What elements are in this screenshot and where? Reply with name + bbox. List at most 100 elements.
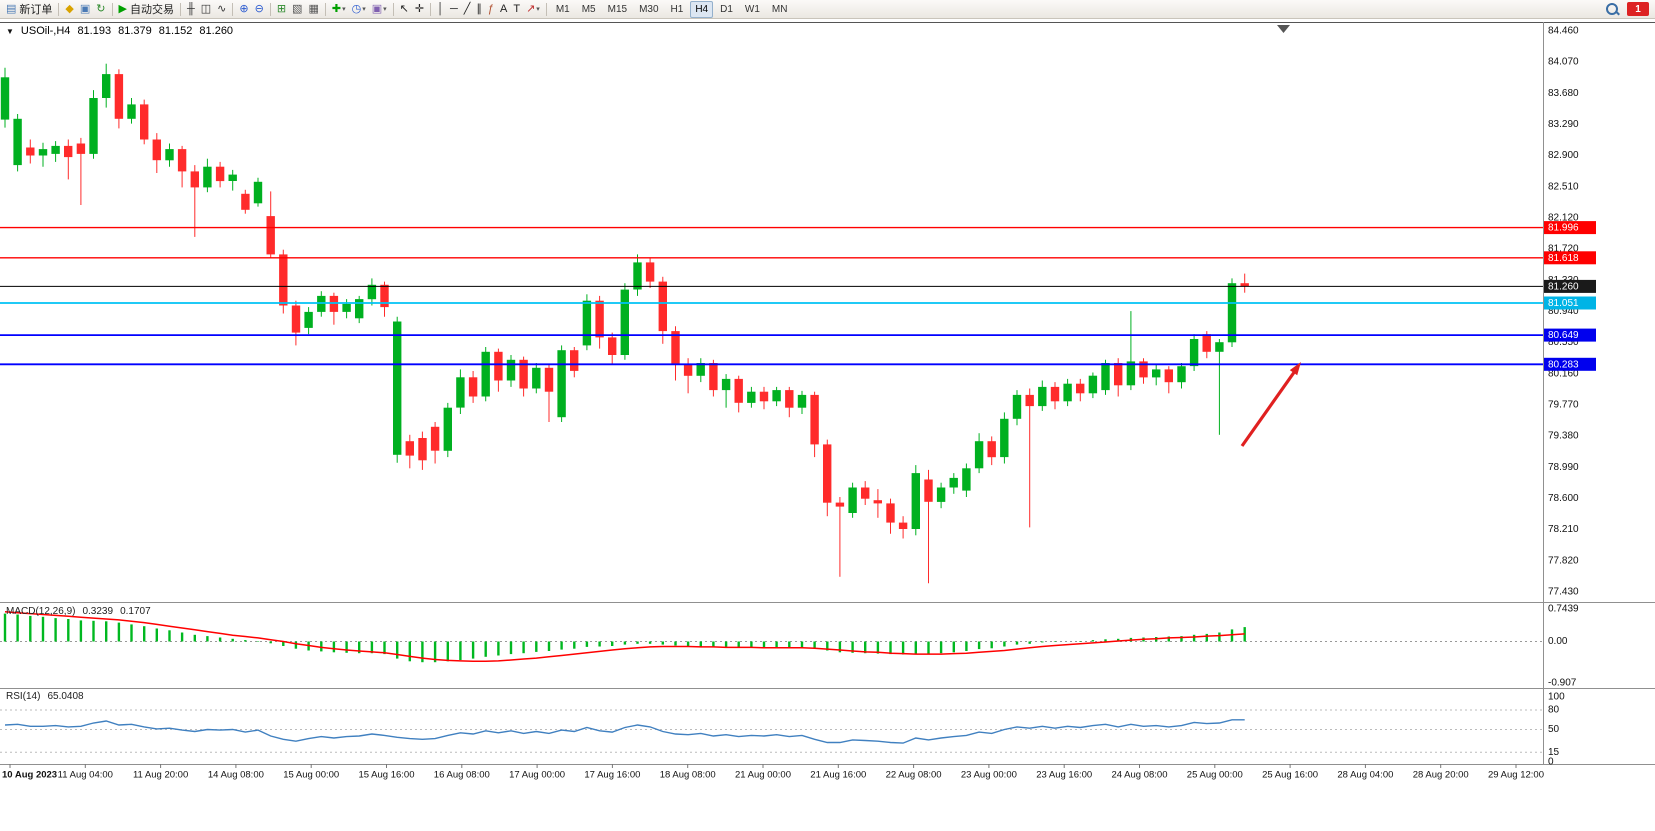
support-line-blue-lower-tag [1544,357,1596,371]
candle [152,133,161,173]
timeframe-mn-button[interactable]: MN [771,3,788,15]
chart-snapshot-button[interactable]: ▣ ▾ [370,1,389,17]
candle-body [13,118,22,166]
candle [253,177,263,207]
chart-shift-marker[interactable] [1277,25,1290,33]
macd-panel[interactable] [0,602,1543,688]
new-order-button-label: 新订单 [19,4,53,16]
cascade-windows-button[interactable]: ▧ [290,1,304,17]
auto-trading-button[interactable]: ▶ 自动交易 [117,1,176,17]
crosshair-icon: ✛ [414,3,425,15]
timeframe-d1-button[interactable]: D1 [720,3,733,15]
cursor-button[interactable]: ↖ [398,1,411,17]
price-tick-label: 78.990 [1548,462,1579,473]
time-axis[interactable] [0,764,1655,784]
candle [532,363,541,394]
period-button[interactable]: ◷ ▾ [350,1,368,17]
candle-body [418,438,427,461]
candle [620,283,629,360]
candle-body [582,300,592,346]
rsi-panel[interactable] [0,688,1543,764]
arrows-button[interactable]: ↗ ▾ [524,1,542,17]
candle [215,161,225,188]
trend-arrow-line[interactable] [1240,370,1297,447]
candle [595,295,604,349]
price-tick-label: 79.380 [1548,431,1579,442]
candlestick-chart-button[interactable]: ◫ [199,1,213,17]
candle-body [140,104,149,140]
candle-body [468,377,478,397]
timeframe-m5-button[interactable]: M5 [581,3,596,15]
price-tick-label: 77.430 [1548,587,1579,598]
candle-body [1101,363,1110,391]
support-line-cyan-tag-label: 81.051 [1548,298,1579,309]
candle-body [291,305,301,333]
toolbar-separator [545,2,547,16]
line-chart-button[interactable]: ∿ [215,1,228,17]
candle [658,276,667,344]
rsi-value: 65.0408 [47,691,84,702]
price-tick-label: 79.770 [1548,400,1579,411]
vertical-line-button[interactable]: │ [435,1,446,17]
candle [355,295,364,324]
candle [1240,273,1249,293]
crosshair-button[interactable]: ✛ [413,1,426,17]
price-scale[interactable] [1543,22,1655,764]
search-icon [1606,3,1618,15]
timeframe-w1-button[interactable]: W1 [744,3,760,15]
timeframe-h4-button[interactable]: H4 [690,0,714,18]
bar-chart-button[interactable]: ╫ [185,1,197,17]
notification-badge[interactable]: 1 [1627,2,1649,16]
timeframe-h1-button[interactable]: H1 [670,3,684,15]
time-tick-label: 25 Aug 00:00 [1187,770,1243,781]
candle-body [253,181,263,204]
candle-body [1050,386,1060,402]
horizontal-line-button[interactable]: ─ [448,1,460,17]
text-button[interactable]: A [498,1,509,17]
one-click-trading-toggle[interactable]: ▼ [6,26,14,36]
metaeditor-button[interactable]: ◆ [63,1,75,17]
search-button[interactable] [1604,1,1620,17]
toolbar-separator [269,2,271,16]
profiles-icon: ▣ [79,3,91,15]
candle-body [898,522,908,529]
profiles-button[interactable]: ▣ [78,1,92,17]
macd-scale-label: 0.7439 [1548,604,1579,615]
candle-body [835,502,845,507]
chart-title-row: ▼ USOil-,H4 81.193 81.379 81.152 81.260 [6,25,233,37]
candle-body [1000,418,1009,458]
candle [1050,382,1060,410]
ohlc-open: 81.193 [77,25,112,37]
metaeditor-icon: ◆ [65,3,74,15]
candle [1126,311,1136,391]
timeframe-m30-button[interactable]: M30 [639,3,659,15]
zoom-out-button[interactable]: ⊖ [253,1,266,17]
arrange-windows-button[interactable]: ▦ [306,1,320,17]
macd-signal-line [4,611,1245,663]
refresh-button[interactable]: ↻ [94,1,107,17]
channel-button[interactable]: ∥ [474,1,484,17]
timeframe-m15-button[interactable]: M15 [607,3,628,15]
candle [481,347,490,402]
zoom-in-button[interactable]: ⊕ [237,1,250,17]
trendline-button[interactable]: ╱ [462,1,473,17]
tile-windows-button[interactable]: ⊞ [275,1,288,17]
zoom-out-icon: ⊖ [254,3,264,15]
price-tick-label: 83.290 [1548,119,1579,130]
time-tick-label: 10 Aug 2023 [2,770,57,781]
candle [114,69,124,129]
chart-plot-area[interactable] [0,22,1543,602]
candle-body [949,477,958,488]
toolbar-left: ▤ 新订单 ◆ ▣ ↻ ▶ 自动交易 ╫ ◫ ∿ ⊕ ⊖ ⊞ ▧ ▦ ✚ ▾ ◷ ▾ ▣ ▾ ↖ ✛ │ ─ ╱ ∥ ƒ A T ↗ ▾ M1 M… [3,0,1603,18]
candle [747,386,756,408]
candle-body [494,351,503,381]
ohlc-low: 81.152 [158,25,193,37]
timeframe-m1-button[interactable]: M1 [555,3,570,15]
time-tick-label: 25 Aug 16:00 [1262,770,1318,781]
candle [1164,366,1173,394]
fibonacci-button[interactable]: ƒ [486,1,496,17]
new-chart-button[interactable]: ✚ ▾ [330,1,348,17]
text-label-button[interactable]: T [511,1,522,17]
new-order-button[interactable]: ▤ 新订单 [4,1,54,17]
support-line-cyan-tag [1544,296,1596,310]
